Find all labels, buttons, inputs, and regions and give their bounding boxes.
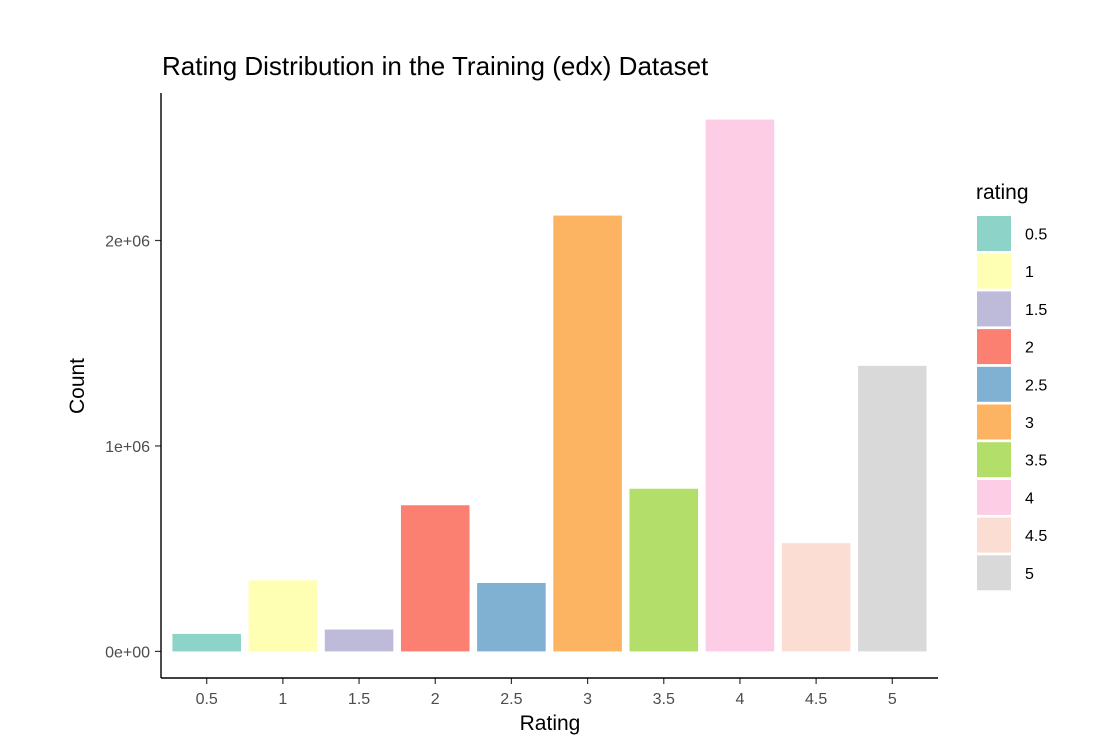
legend-label: 4.5 [1025,528,1047,545]
legend-label: 3 [1025,415,1034,432]
bar-4 [705,119,775,652]
legend-label: 2 [1025,340,1034,357]
x-tick-label: 0.5 [196,691,218,708]
bar-3.5 [629,488,699,652]
legend-label: 3.5 [1025,453,1047,470]
x-tick-label: 4.5 [805,691,827,708]
y-tick-label: 0e+00 [105,644,150,661]
x-axis-ticks: 0.5 1 1.5 2 2.5 3 3.5 4 4.5 5 [196,678,897,708]
x-tick-label: 5 [888,691,897,708]
bar-4.5 [781,543,851,652]
legend-label: 1.5 [1025,302,1047,319]
y-tick-label: 2e+06 [105,233,150,250]
legend-label: 2.5 [1025,377,1047,394]
x-axis-title: Rating [520,712,581,735]
legend-swatch-0.5 [977,216,1011,251]
bar-5 [858,365,927,652]
legend-swatch-4.5 [977,517,1011,553]
y-tick-label: 1e+06 [105,439,150,456]
chart-title: Rating Distribution in the Training (edx… [162,51,709,81]
bar-3 [553,215,622,652]
bar-1.5 [324,629,394,652]
bar-2.5 [477,582,546,652]
legend-label: 0.5 [1025,227,1047,244]
legend-swatch-1 [977,253,1011,289]
legend-swatch-5 [977,555,1011,591]
x-tick-label: 3.5 [653,691,675,708]
legend-swatch-2 [977,329,1011,365]
legend-items: 0.5 1 1.5 2 2.5 3 3.5 4 4.5 5 [977,216,1047,591]
plot-area [172,119,927,652]
x-tick-label: 2.5 [500,691,522,708]
y-axis-title: Count [66,358,89,414]
legend-label: 5 [1025,566,1034,583]
legend-swatch-2.5 [977,366,1011,402]
x-tick-label: 3 [583,691,592,708]
legend-label: 1 [1025,264,1034,281]
x-tick-label: 4 [735,691,744,708]
legend-swatch-4 [977,479,1011,515]
legend-swatch-1.5 [977,291,1011,327]
bar-1 [248,580,318,652]
legend-swatch-3.5 [977,442,1011,478]
legend-swatch-3 [977,404,1011,440]
legend-title: rating [976,181,1029,204]
x-tick-label: 1 [278,691,287,708]
legend: rating 0.5 1 1.5 2 2.5 3 3.5 4 4.5 5 [976,181,1047,591]
bar-0.5 [172,633,241,652]
x-tick-label: 2 [431,691,440,708]
legend-label: 4 [1025,490,1034,507]
bar-2 [400,505,470,652]
x-tick-label: 1.5 [348,691,370,708]
y-axis-ticks: 0e+00 1e+06 2e+06 [105,233,161,661]
